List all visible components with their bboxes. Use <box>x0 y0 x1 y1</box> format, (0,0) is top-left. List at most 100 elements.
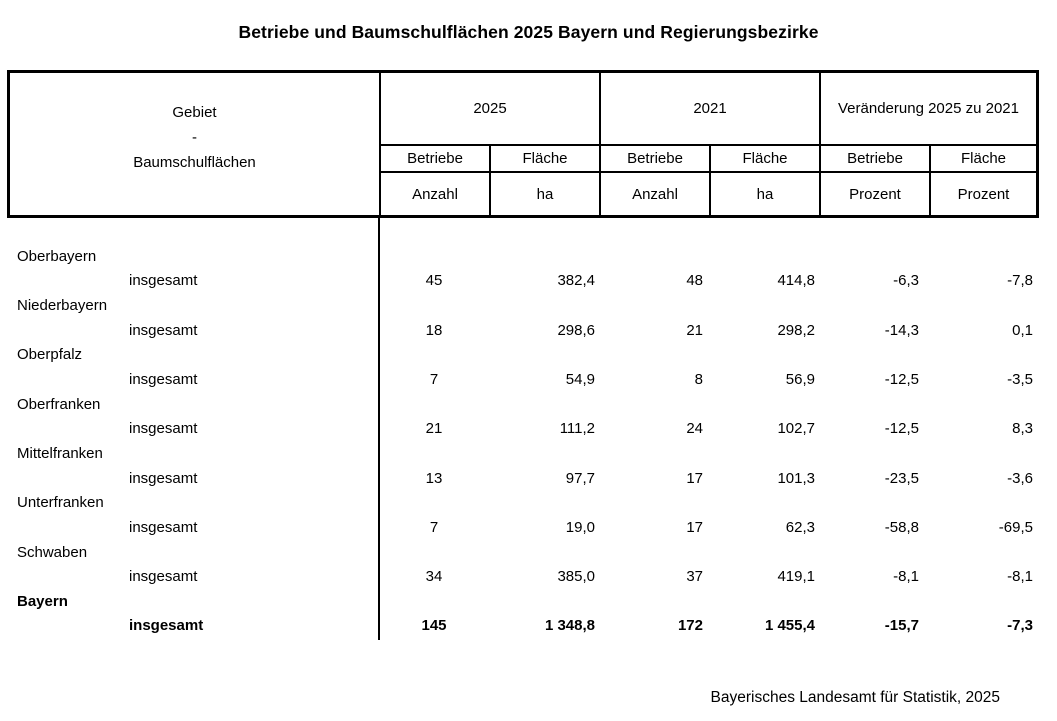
data-row: insgesamt 7 54,9 8 56,9 -12,5 -3,5 <box>7 367 1039 392</box>
region-name: Oberpfalz <box>17 346 83 364</box>
region-name: Unterfranken <box>17 494 104 512</box>
value-2025-betriebe: 45 <box>425 272 443 290</box>
value-2025-betriebe: 21 <box>425 420 443 438</box>
region-name: Niederbayern <box>17 297 108 315</box>
unit-header-row: Anzahl ha Anzahl ha Prozent Prozent <box>381 173 1036 215</box>
gebiet-header-cell: Gebiet - Baumschulflächen <box>10 73 381 215</box>
region-row: Oberbayern <box>7 244 1039 269</box>
region-row: Oberpfalz <box>7 343 1039 368</box>
value-2025-betriebe: 18 <box>425 321 443 339</box>
data-row: insgesamt 13 97,7 17 101,3 -23,5 -3,6 <box>7 466 1039 491</box>
value-change-betriebe: -6,3 <box>893 272 919 290</box>
value-2021-betriebe: 17 <box>686 469 703 487</box>
value-change-betriebe: -12,5 <box>884 371 919 389</box>
value-change-flaeche: 0,1 <box>1012 321 1033 339</box>
value-2025-betriebe: 7 <box>429 518 439 536</box>
row-label: insgesamt <box>129 321 198 339</box>
region-row: Unterfranken <box>7 490 1039 515</box>
value-2021-betriebe: 17 <box>686 518 703 536</box>
value-2025-flaeche: 382,4 <box>557 272 595 290</box>
value-change-flaeche: -69,5 <box>998 518 1033 536</box>
value-change-betriebe: -8,1 <box>893 568 919 586</box>
row-label: insgesamt <box>129 568 198 586</box>
col-change-flaeche-header: Fläche <box>960 150 1007 167</box>
region-row: Mittelfranken <box>7 441 1039 466</box>
data-row: insgesamt 34 385,0 37 419,1 -8,1 -8,1 <box>7 564 1039 589</box>
region-row: Schwaben <box>7 540 1039 565</box>
data-row: insgesamt 21 111,2 24 102,7 -12,5 8,3 <box>7 416 1039 441</box>
value-2025-flaeche: 19,0 <box>565 518 595 536</box>
source-note: Bayerisches Landesamt für Statistik, 202… <box>710 689 1000 706</box>
value-2021-flaeche: 101,3 <box>777 469 815 487</box>
value-2021-flaeche: 102,7 <box>777 420 815 438</box>
unit-2025-flaeche: ha <box>491 173 601 215</box>
value-2021-flaeche: 62,3 <box>785 518 815 536</box>
col-2021-betriebe-header: Betriebe <box>601 146 711 171</box>
value-change-betriebe: -58,8 <box>884 518 919 536</box>
value-2021-betriebe: 21 <box>686 321 703 339</box>
row-label: insgesamt <box>129 617 204 635</box>
region-name: Mittelfranken <box>17 444 103 462</box>
value-2021-betriebe: 37 <box>686 568 703 586</box>
value-2025-flaeche: 1 348,8 <box>544 617 595 635</box>
value-2025-flaeche: 111,2 <box>559 420 595 438</box>
value-2021-flaeche: 56,9 <box>785 371 815 389</box>
value-change-flaeche: -7,8 <box>1007 272 1033 290</box>
value-2025-flaeche: 298,6 <box>557 321 595 339</box>
value-2021-flaeche: 414,8 <box>777 272 815 290</box>
row-label: insgesamt <box>129 469 198 487</box>
value-change-betriebe: -15,7 <box>884 617 919 635</box>
value-2025-betriebe: 34 <box>425 568 443 586</box>
header-right-block: 2025 2021 Veränderung 2025 zu 2021 Betri… <box>381 73 1036 215</box>
value-change-betriebe: -23,5 <box>884 469 919 487</box>
col-2025-flaeche-header: Fläche <box>491 146 601 171</box>
value-change-flaeche: -3,6 <box>1007 469 1033 487</box>
group-2025-header: 2025 <box>381 73 601 144</box>
region-row: Niederbayern <box>7 293 1039 318</box>
row-label: insgesamt <box>129 420 198 438</box>
value-2025-betriebe: 7 <box>429 371 439 389</box>
row-label: insgesamt <box>129 371 198 389</box>
region-name: Bayern <box>17 592 68 610</box>
gebiet-header-line2: - <box>192 128 197 146</box>
value-2021-betriebe: 24 <box>686 420 703 438</box>
value-2021-flaeche: 419,1 <box>777 568 815 586</box>
value-2021-betriebe: 8 <box>694 371 703 389</box>
region-name: Oberfranken <box>17 395 101 413</box>
col-2025-betriebe-header: Betriebe <box>381 146 491 171</box>
value-2021-flaeche: 298,2 <box>777 321 815 339</box>
region-row: Oberfranken <box>7 392 1039 417</box>
value-2025-flaeche: 97,7 <box>565 469 595 487</box>
value-2021-betriebe: 48 <box>686 272 703 290</box>
data-row: insgesamt 45 382,4 48 414,8 -6,3 -7,8 <box>7 269 1039 294</box>
measure-header-row: Betriebe Fläche Betriebe Fläche Betriebe… <box>381 146 1036 173</box>
statistics-table: Gebiet - Baumschulflächen 2025 2021 Verä… <box>7 70 1039 640</box>
value-change-flaeche: -3,5 <box>1007 371 1033 389</box>
unit-2025-betriebe: Anzahl <box>381 173 491 215</box>
region-name: Schwaben <box>17 543 88 561</box>
region-name: Oberbayern <box>17 247 97 265</box>
value-change-flaeche: -8,1 <box>1007 568 1033 586</box>
unit-change-betriebe: Prozent <box>821 173 931 215</box>
data-row: insgesamt 145 1 348,8 172 1 455,4 -15,7 … <box>7 614 1039 639</box>
value-change-betriebe: -14,3 <box>884 321 919 339</box>
table-body: Oberbayern insgesamt 45 382,4 48 414,8 -… <box>7 218 1039 640</box>
region-row: Bayern <box>7 589 1039 614</box>
value-2025-flaeche: 385,0 <box>557 568 595 586</box>
value-2025-betriebe: 145 <box>421 617 447 635</box>
value-2021-flaeche: 1 455,4 <box>764 617 815 635</box>
value-change-betriebe: -12,5 <box>884 420 919 438</box>
page-title: Betriebe und Baumschulflächen 2025 Bayer… <box>238 22 819 42</box>
group-2021-header: 2021 <box>601 73 821 144</box>
unit-2021-flaeche: ha <box>711 173 821 215</box>
value-change-flaeche: 8,3 <box>1012 420 1033 438</box>
data-row: insgesamt 7 19,0 17 62,3 -58,8 -69,5 <box>7 515 1039 540</box>
value-2021-betriebe: 172 <box>677 617 703 635</box>
data-row: insgesamt 18 298,6 21 298,2 -14,3 0,1 <box>7 318 1039 343</box>
col-change-betriebe-header: Betriebe <box>821 146 931 171</box>
unit-change-flaeche: Prozent <box>957 185 1010 203</box>
gebiet-header-line3: Baumschulflächen <box>133 153 256 171</box>
col-2021-flaeche-header: Fläche <box>711 146 821 171</box>
year-group-row: 2025 2021 Veränderung 2025 zu 2021 <box>381 73 1036 146</box>
unit-2021-betriebe: Anzahl <box>601 173 711 215</box>
